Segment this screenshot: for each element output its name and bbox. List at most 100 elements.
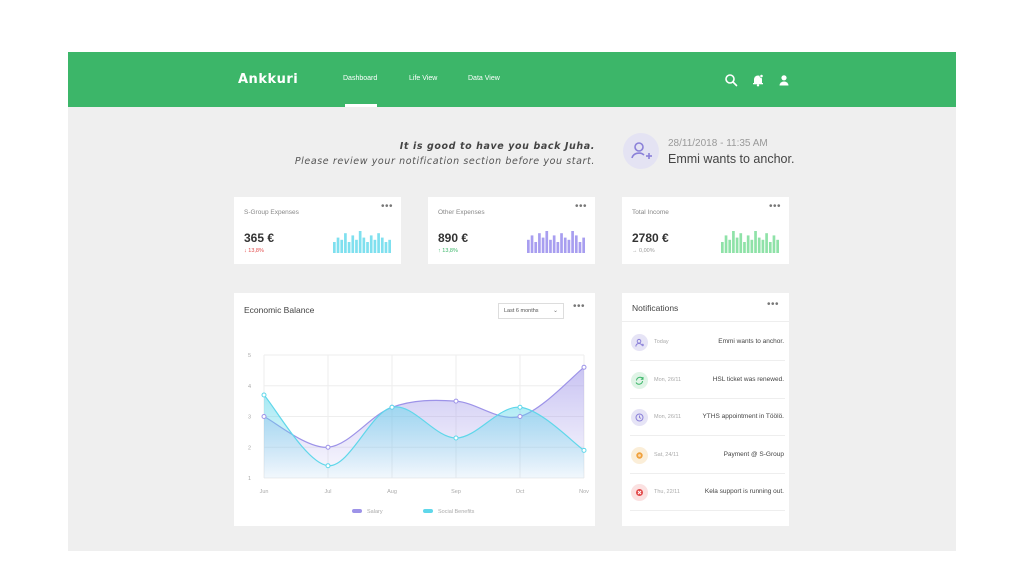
mini-bar bbox=[351, 235, 355, 253]
data-point[interactable] bbox=[325, 444, 331, 450]
data-point[interactable] bbox=[261, 392, 267, 398]
notification-item[interactable]: Mon, 26/11 HSL ticket was renewed. bbox=[622, 362, 789, 399]
mini-bar bbox=[534, 242, 538, 253]
divider bbox=[630, 360, 785, 361]
y-tick-label: 3 bbox=[248, 415, 251, 421]
latest-notification-date: 28/11/2018 - 11:35 AM bbox=[668, 138, 768, 149]
y-tick-label: 5 bbox=[248, 353, 251, 359]
mini-bar bbox=[732, 231, 735, 253]
x-tick-label: Nov bbox=[579, 489, 589, 495]
mini-bar bbox=[578, 242, 582, 253]
card-value: 365 € bbox=[244, 231, 275, 245]
range-select-value: Last 6 months bbox=[504, 308, 539, 314]
card-value: 2780 € bbox=[632, 231, 669, 245]
card-s-group-expenses[interactable]: S-Group Expenses ••• 365 € ↓ 13,8% bbox=[234, 197, 401, 264]
card-change-value: 0,00% bbox=[639, 248, 655, 254]
data-point[interactable] bbox=[261, 414, 267, 419]
card-other-expenses[interactable]: Other Expenses ••• 890 € ↑ 13,8% bbox=[428, 197, 595, 264]
mini-bar bbox=[388, 239, 391, 253]
notification-item[interactable]: Sat, 24/11 Payment @ S-Group bbox=[622, 437, 789, 474]
mini-bar bbox=[336, 237, 340, 253]
mini-bar bbox=[765, 233, 768, 253]
app-frame: Ankkuri Dashboard Life View Data View It… bbox=[68, 52, 956, 551]
mini-bar bbox=[728, 239, 732, 253]
mini-bar bbox=[373, 239, 377, 253]
mini-bar bbox=[574, 235, 578, 253]
alert-icon bbox=[631, 484, 648, 501]
mini-bar bbox=[735, 237, 739, 253]
economic-balance-card: Economic Balance Last 6 months ⌄ ••• 1 2 3… bbox=[234, 293, 595, 526]
search-icon[interactable] bbox=[724, 73, 738, 87]
card-change: ↓ 13,8% bbox=[244, 248, 264, 254]
greeting-line-1: It is good to have you back Juha. bbox=[399, 141, 595, 152]
more-options-icon[interactable]: ••• bbox=[768, 201, 781, 212]
mini-bar bbox=[743, 242, 746, 253]
y-tick-label: 1 bbox=[248, 476, 251, 482]
mini-bar bbox=[545, 231, 549, 253]
data-point[interactable] bbox=[581, 364, 587, 370]
data-point[interactable] bbox=[453, 435, 459, 441]
mini-bar bbox=[567, 239, 571, 253]
mini-bar-chart bbox=[527, 231, 585, 253]
arrow-up-icon: ↑ bbox=[438, 248, 441, 254]
notification-date: Today bbox=[654, 339, 669, 345]
range-select[interactable]: Last 6 months ⌄ bbox=[498, 303, 564, 319]
data-point[interactable] bbox=[453, 398, 459, 404]
mini-bar bbox=[772, 235, 776, 253]
mini-bar bbox=[721, 242, 724, 253]
card-change-value: 13,8% bbox=[442, 248, 458, 254]
mini-bar-chart bbox=[721, 231, 779, 253]
data-point[interactable] bbox=[581, 447, 587, 453]
top-navbar: Ankkuri Dashboard Life View Data View bbox=[68, 52, 956, 107]
more-options-icon[interactable]: ••• bbox=[766, 299, 779, 310]
notification-text: Kela support is running out. bbox=[704, 488, 784, 495]
mini-bar bbox=[776, 239, 779, 253]
mini-bar bbox=[560, 233, 563, 253]
mini-bar bbox=[369, 235, 373, 253]
nav-life-view[interactable]: Life View bbox=[409, 75, 438, 82]
nav-data-view[interactable]: Data View bbox=[468, 75, 500, 82]
data-point[interactable] bbox=[325, 463, 331, 469]
notification-item[interactable]: Today Emmi wants to anchor. bbox=[622, 324, 789, 361]
latest-notification-text[interactable]: Emmi wants to anchor. bbox=[668, 152, 795, 166]
card-title: Total Income bbox=[632, 209, 669, 216]
mini-bar-chart bbox=[333, 231, 391, 253]
mini-bar bbox=[549, 239, 552, 253]
economic-balance-chart: 1 2 3 4 5 Jun Jul Aug Sep Oct Nov Salary Social Bene… bbox=[248, 353, 589, 515]
card-value: 890 € bbox=[438, 231, 469, 245]
card-total-income[interactable]: Total Income ••• 2780 € → 0,00% bbox=[622, 197, 789, 264]
notification-item[interactable]: Thu, 22/11 Kela support is running out. bbox=[622, 474, 789, 511]
bell-icon[interactable] bbox=[751, 73, 765, 87]
arrow-right-icon: → bbox=[632, 248, 638, 254]
notification-date: Thu, 22/11 bbox=[654, 489, 680, 495]
notification-text: Emmi wants to anchor. bbox=[718, 338, 784, 345]
legend-swatch bbox=[352, 509, 362, 513]
mini-bar bbox=[757, 237, 761, 253]
more-options-icon[interactable]: ••• bbox=[574, 201, 587, 212]
mini-bar bbox=[739, 233, 743, 253]
data-point[interactable] bbox=[517, 414, 523, 419]
user-icon[interactable] bbox=[777, 73, 791, 87]
coin-icon bbox=[631, 446, 648, 464]
notification-text: HSL ticket was renewed. bbox=[712, 375, 784, 383]
clock-icon bbox=[631, 409, 648, 426]
notification-text: YTHS appointment in Töölö. bbox=[702, 413, 784, 420]
card-change-value: 13,8% bbox=[248, 248, 264, 254]
add-user-icon[interactable] bbox=[623, 133, 659, 169]
mini-bar bbox=[380, 237, 384, 253]
more-options-icon[interactable]: ••• bbox=[572, 301, 585, 312]
more-options-icon[interactable]: ••• bbox=[380, 201, 393, 212]
mini-bar bbox=[750, 239, 754, 253]
app-logo[interactable]: Ankkuri bbox=[238, 72, 299, 87]
data-point[interactable] bbox=[389, 404, 395, 410]
chevron-down-icon: ⌄ bbox=[552, 308, 558, 314]
x-tick-label: Jul bbox=[324, 489, 331, 495]
divider bbox=[622, 321, 789, 322]
notification-item[interactable]: Mon, 26/11 YTHS appointment in Töölö. bbox=[622, 399, 789, 436]
data-point[interactable] bbox=[517, 404, 523, 410]
mini-bar bbox=[538, 233, 541, 253]
nav-dashboard[interactable]: Dashboard bbox=[343, 75, 378, 82]
mini-bar bbox=[530, 235, 534, 253]
divider bbox=[630, 472, 785, 474]
mini-bar bbox=[377, 233, 380, 253]
